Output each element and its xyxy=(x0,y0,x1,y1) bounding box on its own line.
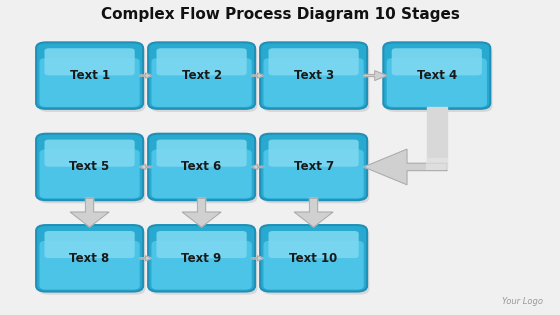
Polygon shape xyxy=(70,198,109,227)
Polygon shape xyxy=(364,71,386,81)
FancyBboxPatch shape xyxy=(426,158,448,170)
FancyBboxPatch shape xyxy=(36,225,143,292)
Polygon shape xyxy=(294,198,333,227)
FancyBboxPatch shape xyxy=(262,228,370,295)
Polygon shape xyxy=(252,256,264,261)
FancyBboxPatch shape xyxy=(39,58,140,107)
FancyBboxPatch shape xyxy=(260,225,367,292)
Polygon shape xyxy=(427,107,447,167)
FancyBboxPatch shape xyxy=(264,58,364,107)
FancyBboxPatch shape xyxy=(156,231,246,258)
Polygon shape xyxy=(140,73,151,78)
FancyBboxPatch shape xyxy=(150,137,257,203)
Text: Text 7: Text 7 xyxy=(293,160,334,174)
FancyBboxPatch shape xyxy=(269,140,359,167)
FancyBboxPatch shape xyxy=(156,140,246,167)
FancyBboxPatch shape xyxy=(262,46,370,112)
FancyBboxPatch shape xyxy=(260,43,367,109)
FancyBboxPatch shape xyxy=(36,43,143,109)
Text: Text 5: Text 5 xyxy=(69,160,110,174)
FancyBboxPatch shape xyxy=(38,228,145,295)
Text: Text 8: Text 8 xyxy=(69,252,110,265)
FancyBboxPatch shape xyxy=(36,134,143,200)
FancyBboxPatch shape xyxy=(151,58,251,107)
Text: Your Logo: Your Logo xyxy=(502,296,543,306)
FancyBboxPatch shape xyxy=(269,48,359,75)
FancyBboxPatch shape xyxy=(392,48,482,75)
FancyBboxPatch shape xyxy=(39,149,140,198)
FancyBboxPatch shape xyxy=(45,231,134,258)
FancyBboxPatch shape xyxy=(148,43,255,109)
Text: Text 3: Text 3 xyxy=(293,69,334,82)
FancyBboxPatch shape xyxy=(151,241,251,290)
Text: Text 6: Text 6 xyxy=(181,160,222,174)
FancyBboxPatch shape xyxy=(150,228,257,295)
Polygon shape xyxy=(364,149,447,185)
Polygon shape xyxy=(252,73,264,78)
FancyBboxPatch shape xyxy=(156,48,246,75)
FancyBboxPatch shape xyxy=(148,225,255,292)
Text: Text 10: Text 10 xyxy=(290,252,338,265)
Text: Text 2: Text 2 xyxy=(181,69,222,82)
Polygon shape xyxy=(140,164,151,169)
FancyBboxPatch shape xyxy=(150,46,257,112)
Text: Text 1: Text 1 xyxy=(69,69,110,82)
FancyBboxPatch shape xyxy=(38,137,145,203)
Polygon shape xyxy=(182,198,221,227)
FancyBboxPatch shape xyxy=(45,140,134,167)
FancyBboxPatch shape xyxy=(383,43,491,109)
Text: Text 9: Text 9 xyxy=(181,252,222,265)
FancyBboxPatch shape xyxy=(264,149,364,198)
FancyBboxPatch shape xyxy=(39,241,140,290)
Text: Text 4: Text 4 xyxy=(417,69,457,82)
FancyBboxPatch shape xyxy=(269,231,359,258)
FancyBboxPatch shape xyxy=(260,134,367,200)
FancyBboxPatch shape xyxy=(38,46,145,112)
Polygon shape xyxy=(140,256,151,261)
FancyBboxPatch shape xyxy=(45,48,134,75)
FancyBboxPatch shape xyxy=(264,241,364,290)
FancyBboxPatch shape xyxy=(385,46,493,112)
Text: Complex Flow Process Diagram 10 Stages: Complex Flow Process Diagram 10 Stages xyxy=(101,7,459,22)
FancyBboxPatch shape xyxy=(386,58,487,107)
Polygon shape xyxy=(252,164,264,169)
FancyBboxPatch shape xyxy=(148,134,255,200)
FancyBboxPatch shape xyxy=(151,149,251,198)
FancyBboxPatch shape xyxy=(262,137,370,203)
